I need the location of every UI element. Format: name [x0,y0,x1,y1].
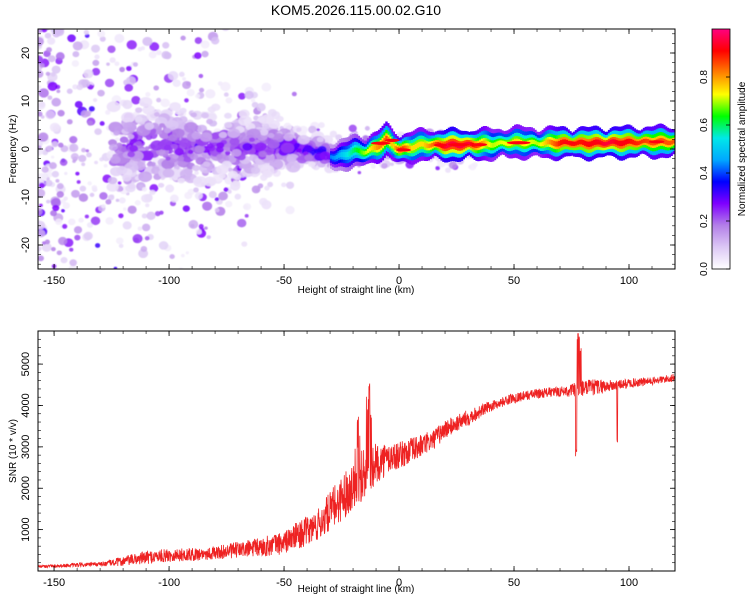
snr-x-tick-label: -100 [158,577,180,589]
snr-frame [37,330,676,572]
colorbar-tick-label: 0.4 [699,166,710,180]
snr-y-axis: 1000 2000 3000 4000 5000 [20,338,675,564]
snr-x-tick-label: 0 [396,577,402,589]
heatmap-x-tick-label: 50 [508,275,520,287]
heatmap-y-tick-label: 10 [20,95,32,107]
snr-x-label: Height of straight line (km) [298,584,415,595]
snr-x-axis: -150 -100 -50 0 50 100 [43,331,676,589]
heatmap-y-tick-label: -10 [20,189,32,205]
heatmap-x-tick-label: 100 [620,275,638,287]
snr-x-tick-label: 100 [620,577,638,589]
snr-series-line [38,333,675,569]
heatmap-x-tick-label: -100 [158,275,180,287]
heatmap-x-axis: -150 -100 -50 0 50 100 [43,29,676,287]
colorbar-tick-label: 0.0 [699,262,710,276]
heatmap-x-tick-label: -50 [276,275,292,287]
heatmap-y-axis: -20 -10 0 10 20 [20,33,675,265]
heatmap-y-tick-label: 20 [20,47,32,59]
heatmap-x-label: Height of straight line (km) [298,285,415,296]
heatmap-x-tick-label: 0 [396,275,402,287]
heatmap-layer [38,29,675,269]
heatmap-y-label: Frequency (Hz) [8,115,19,184]
figure-title: KOM5.2026.115.00.02.G10 [271,2,441,18]
heatmap-y-tick-label: -20 [20,237,32,253]
colorbar-tick-label: 0.8 [699,70,710,84]
colorbar-tick-label: 0.6 [699,118,710,132]
colorbar-ticks: 0.0 0.2 0.4 0.6 0.8 [699,70,730,276]
snr-y-label: SNR (10 * v/v) [8,419,19,483]
snr-x-tick-label: -150 [43,577,65,589]
snr-y-tick-label: 4000 [20,393,32,417]
snr-x-tick-label: -50 [276,577,292,589]
snr-y-tick-label: 2000 [20,476,32,500]
heatmap-x-tick-label: -150 [43,275,65,287]
colorbar [711,28,731,270]
snr-y-tick-label: 5000 [20,352,32,376]
snr-x-tick-label: 50 [508,577,520,589]
snr-y-tick-label: 3000 [20,435,32,459]
colorbar-label: Normalized spectral amplitude [737,81,748,216]
snr-y-tick-label: 1000 [20,517,32,541]
colorbar-tick-label: 0.2 [699,214,710,228]
heatmap-y-tick-label: 0 [20,146,32,152]
